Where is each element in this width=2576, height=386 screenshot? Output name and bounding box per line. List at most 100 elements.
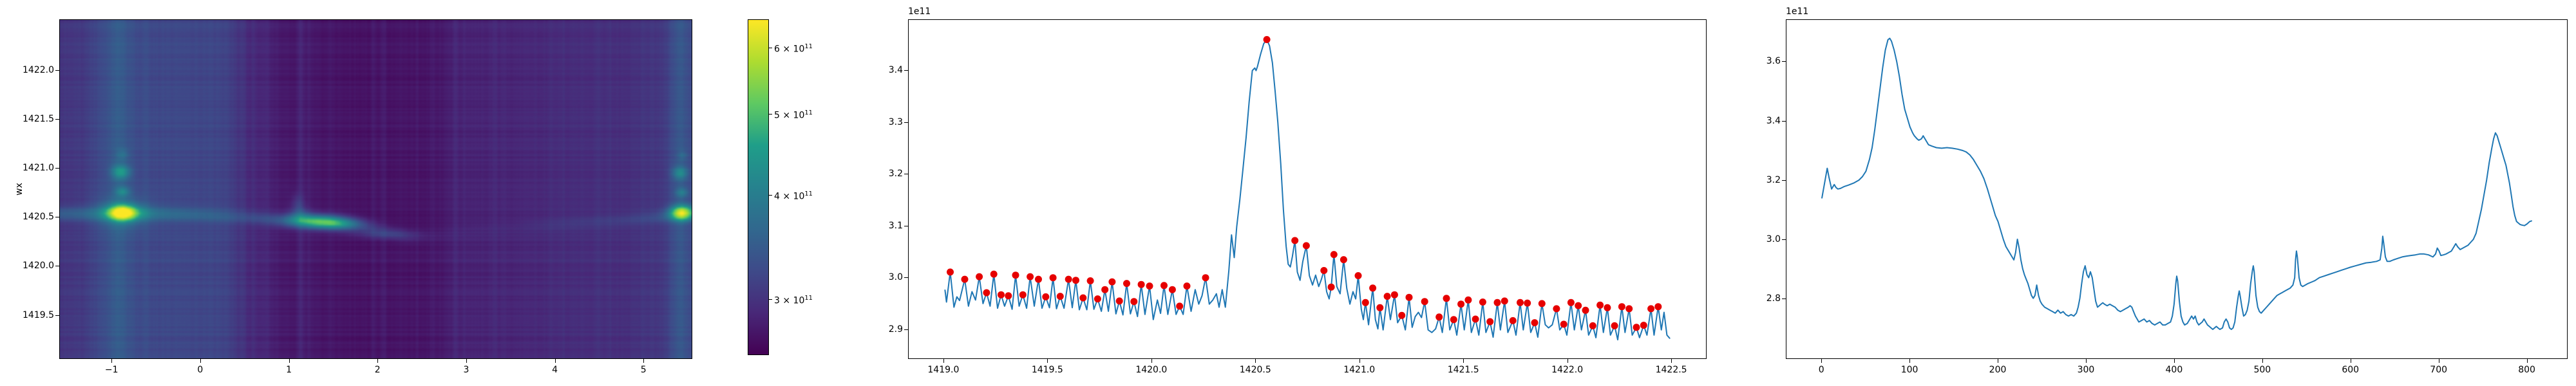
spectrum-y-tick-label: 3.4 <box>888 64 903 75</box>
peak-marker <box>1137 280 1145 288</box>
peak-marker <box>1176 302 1184 310</box>
peak-marker <box>1567 299 1575 306</box>
heatmap-y-tick <box>55 168 59 169</box>
spectrum-x-tick-label: 1422.5 <box>1655 365 1687 375</box>
spectrum-y-tick-label: 2.9 <box>888 324 903 335</box>
spectrum-y-tick-label: 3.1 <box>888 220 903 231</box>
heatmap-x-tick-label: 1 <box>286 365 292 375</box>
lightcurve-x-tick-label: 700 <box>2430 365 2448 375</box>
peak-marker <box>1582 306 1589 314</box>
spectrum-x-tick <box>1359 359 1360 363</box>
spectrum-y-tick-label: 3.2 <box>888 169 903 179</box>
peak-marker <box>1079 294 1087 302</box>
spectrum-line-plot <box>944 36 1671 341</box>
spectrum-x-tick <box>1151 359 1152 363</box>
peak-marker <box>1168 286 1176 293</box>
peak-marker <box>1486 318 1494 326</box>
lightcurve-y-tick <box>1782 179 1786 181</box>
heatmap-x-tick-label: 4 <box>552 365 558 375</box>
peak-marker <box>1291 237 1299 244</box>
peak-marker <box>1421 298 1428 306</box>
peak-marker <box>1354 272 1362 279</box>
lightcurve-y-tick <box>1782 61 1786 62</box>
lightcurve-x-tick-label: 200 <box>1989 365 2007 375</box>
peak-marker <box>1560 320 1567 328</box>
colorbar-tick-label: 4 × 1011 <box>774 190 813 202</box>
peak-marker <box>1472 315 1479 323</box>
peak-marker <box>1575 302 1582 309</box>
peak-marker <box>1035 275 1042 283</box>
spectrum-x-tick <box>1255 359 1256 363</box>
peak-marker <box>1647 305 1655 313</box>
peak-marker <box>1531 319 1539 327</box>
heatmap-x-tick <box>643 359 645 363</box>
lightcurve-y-tick-label: 3.4 <box>1766 115 1781 126</box>
heatmap-y-axis-title: wx <box>14 183 24 196</box>
spectrum-x-tick-label: 1419.5 <box>1031 365 1063 375</box>
colorbar-exponent: 11 <box>804 294 813 302</box>
colorbar-tick <box>769 113 772 115</box>
spectrum-x-tick-label: 1422.0 <box>1551 365 1584 375</box>
heatmap-x-tick-label: 3 <box>463 365 469 375</box>
data-line <box>944 39 1671 341</box>
peak-marker <box>1493 299 1501 306</box>
peak-marker <box>1042 293 1050 300</box>
heatmap-y-tick <box>55 70 59 71</box>
spectrum-x-tick <box>1567 359 1568 363</box>
peak-marker <box>1115 297 1123 305</box>
peak-marker <box>1263 36 1271 43</box>
peak-marker <box>1604 304 1611 311</box>
spectrum-x-tick-label: 1420.5 <box>1239 365 1271 375</box>
peak-marker <box>1146 282 1153 290</box>
heatmap-y-tick-label: 1421.0 <box>23 163 54 174</box>
lightcurve-y-offset-label: 1e11 <box>1786 6 1809 17</box>
spectrum-panel <box>908 19 1707 359</box>
lightcurve-x-tick-label: 100 <box>1900 365 1918 375</box>
peak-marker <box>1464 296 1472 304</box>
lightcurve-x-tick <box>1909 359 1911 363</box>
peak-marker <box>1086 277 1094 284</box>
peak-marker <box>976 273 983 280</box>
heatmap-x-tick <box>289 359 290 363</box>
heatmap-image <box>60 20 692 358</box>
peak-marker <box>1065 275 1072 283</box>
lightcurve-x-tick <box>2526 359 2528 363</box>
peak-marker <box>1501 297 1508 305</box>
spectrum-y-tick <box>904 329 908 331</box>
lightcurve-x-tick-label: 300 <box>2077 365 2095 375</box>
heatmap-x-tick <box>377 359 379 363</box>
colorbar <box>748 19 769 355</box>
peak-marker <box>983 289 990 297</box>
spectrum-x-tick-label: 1419.0 <box>927 365 960 375</box>
spectrum-x-tick-label: 1420.0 <box>1135 365 1168 375</box>
peak-marker <box>1625 305 1633 313</box>
heatmap-y-tick-label: 1420.0 <box>23 261 54 271</box>
colorbar-exponent: 11 <box>804 109 813 116</box>
peak-marker <box>1123 280 1130 288</box>
spectrum-y-tick-label: 3.3 <box>888 116 903 127</box>
heatmap-x-tick <box>200 359 201 363</box>
heatmap-y-tick-label: 1419.5 <box>23 309 54 320</box>
heatmap-y-tick <box>55 315 59 316</box>
heatmap-panel <box>59 19 692 359</box>
spectrum-y-tick <box>904 122 908 123</box>
spectrum-x-tick <box>1671 359 1672 363</box>
peak-marker <box>1108 278 1116 286</box>
peak-marker <box>1435 313 1443 321</box>
colorbar-exponent: 11 <box>804 43 813 51</box>
peak-marker <box>1517 299 1524 306</box>
colorbar-tick <box>769 194 772 196</box>
peak-marker <box>1654 303 1662 311</box>
lightcurve-y-tick-label: 2.8 <box>1766 293 1781 304</box>
peak-marker <box>1101 286 1109 293</box>
peak-marker <box>1524 299 1531 307</box>
peak-marker <box>1618 303 1625 311</box>
peak-marker <box>1160 282 1168 290</box>
peak-marker <box>1369 284 1377 292</box>
peak-marker <box>1640 322 1647 329</box>
peak-marker <box>1457 300 1465 308</box>
lightcurve-panel <box>1786 19 2568 359</box>
peak-marker <box>1027 273 1034 280</box>
peak-marker <box>1611 322 1618 329</box>
lightcurve-y-tick-label: 3.0 <box>1766 234 1781 245</box>
